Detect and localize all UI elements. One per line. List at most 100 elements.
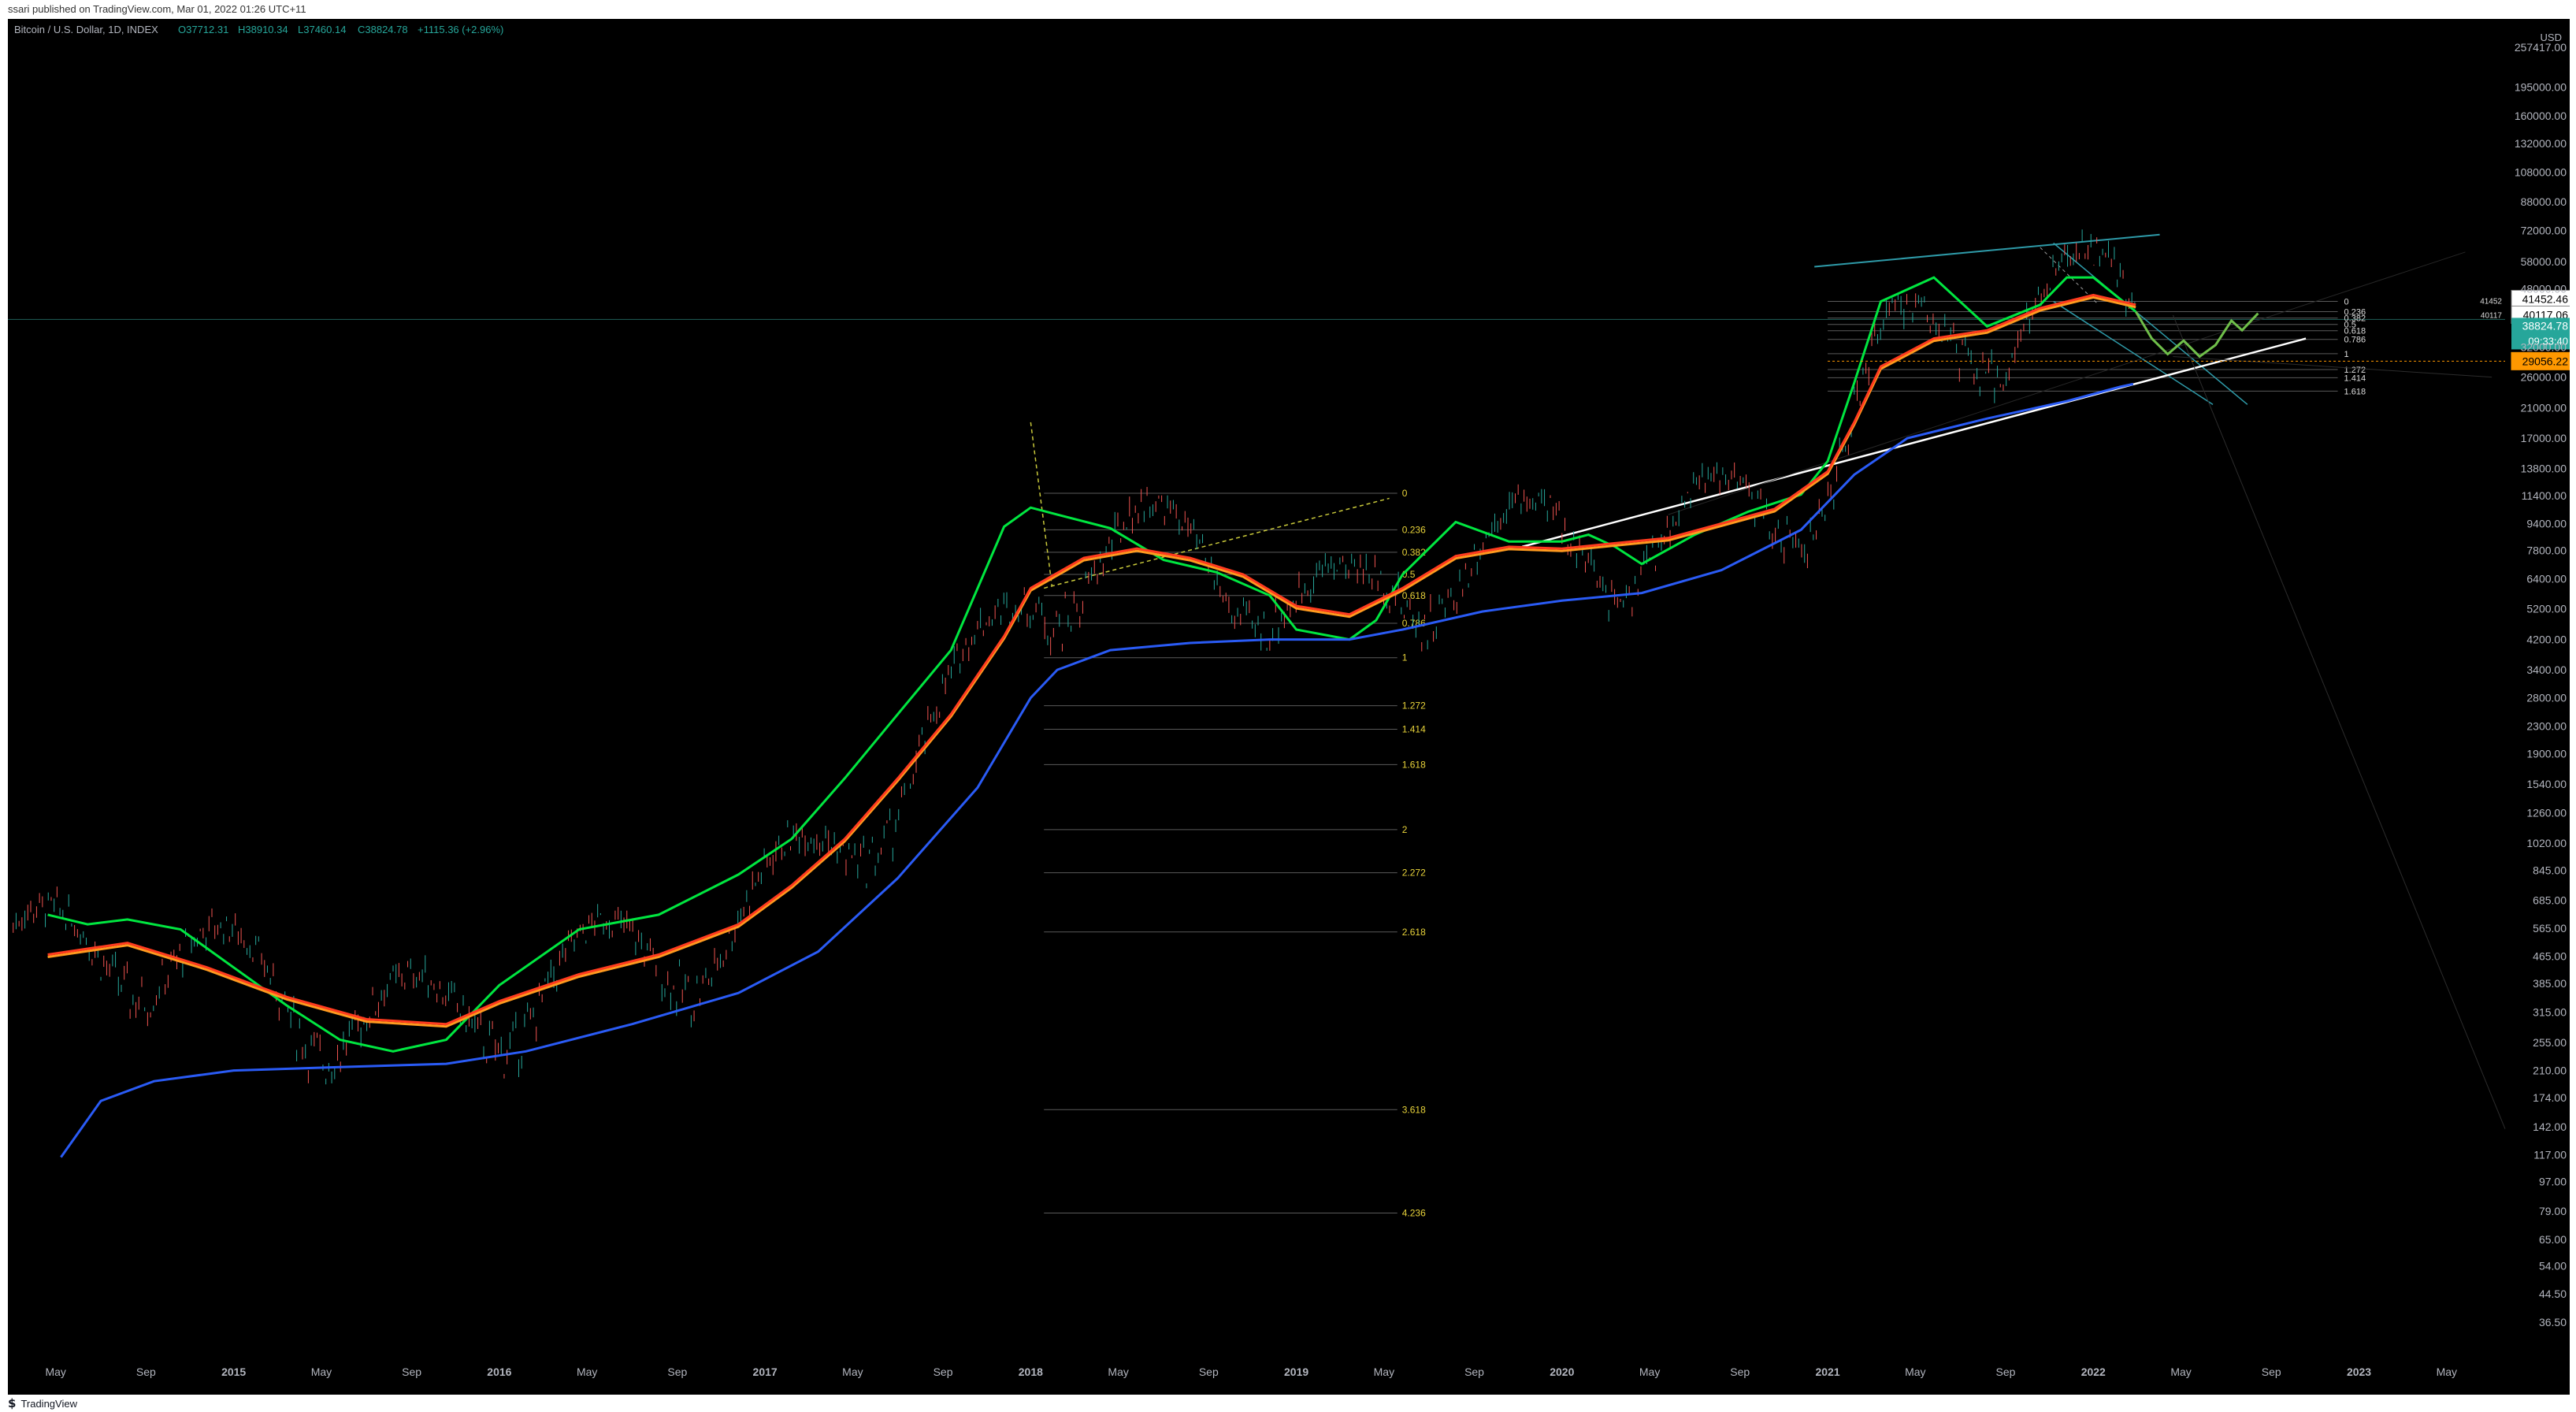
ma-line-0	[47, 276, 2137, 1053]
fib-level-label: 1.272	[1402, 700, 1426, 712]
y-tick-label: 3400.00	[2526, 663, 2567, 676]
fib-level-label: 3.618	[1402, 1104, 1426, 1115]
x-tick-label: 2015	[221, 1366, 246, 1378]
y-tick-label: 465.00	[2533, 949, 2567, 962]
channel-upper-line	[1814, 233, 2160, 268]
fib-level-label: 4.236	[1402, 1208, 1426, 1219]
fib-level-label: 1	[1402, 652, 1408, 663]
y-tick-label: 2300.00	[2526, 720, 2567, 733]
fib-level-label: 0.382	[1402, 547, 1426, 558]
x-tick-label: May	[45, 1366, 65, 1378]
x-tick-label: 2020	[1550, 1366, 1574, 1378]
x-tick-label: Sep	[1199, 1366, 1219, 1378]
legend-close: C38824.78	[358, 24, 408, 35]
y-tick-label: 255.00	[2533, 1036, 2567, 1049]
fib-level-label: 1.414	[1402, 724, 1426, 735]
y-tick-label: 65.00	[2539, 1233, 2567, 1246]
publish-header: ssari published on TradingView.com, Mar …	[0, 0, 2576, 19]
y-tick-label: 32000.00	[2521, 341, 2567, 354]
tradingview-logo[interactable]: $ TradingView	[8, 1396, 77, 1410]
level-price-badge-bg	[2511, 351, 2570, 370]
fib-level-label: 0.5	[2344, 321, 2356, 330]
price-box-top: 41452.46	[2522, 292, 2569, 305]
fib-retracements: 00.2360.3820.50.6180.78611.2721.4141.618…	[1044, 298, 2366, 1219]
axis-note: 40117	[2481, 311, 2503, 320]
axis-note: 41452	[2480, 297, 2502, 306]
faint-projection-line	[2172, 314, 2506, 1129]
fib-level-label: 0.236	[1402, 524, 1426, 535]
countdown-value: 09:33:40	[2528, 335, 2568, 347]
y-tick-label: 1020.00	[2526, 837, 2567, 849]
y-tick-label: 21000.00	[2521, 402, 2567, 414]
tradingview-logo-icon: $	[8, 1396, 17, 1410]
legend: Bitcoin / U.S. Dollar, 1D, INDEX O37712.3…	[14, 24, 503, 35]
legend-open: O37712.31	[178, 24, 228, 35]
fib-level-label: 1	[2344, 350, 2349, 359]
fib-level-label: 0.236	[2344, 307, 2366, 317]
y-tick-label: 2800.00	[2526, 692, 2567, 704]
level-price-badge: 29056.22	[2522, 355, 2569, 367]
y-tick-label: 44.50	[2539, 1288, 2567, 1300]
fib-level-label: 0.786	[2344, 336, 2366, 345]
x-tick-label: 2016	[487, 1366, 511, 1378]
price-badges: 41452.4640117.0638824.7809:33:4029056.22…	[1828, 289, 2570, 370]
measure-line	[2040, 247, 2099, 306]
fib-level-label: 0.618	[2344, 327, 2366, 336]
fib-level-label: 0.618	[1402, 590, 1426, 601]
y-tick-label: 195000.00	[2515, 81, 2567, 94]
x-tick-label: May	[311, 1366, 332, 1378]
y-tick-label: 88000.00	[2521, 195, 2567, 208]
y-tick-label: 565.00	[2533, 922, 2567, 935]
y-tick-label: 13800.00	[2521, 462, 2567, 474]
x-tick-label: Sep	[136, 1366, 156, 1378]
y-tick-label: 160000.00	[2515, 110, 2567, 122]
x-tick-label: Sep	[2262, 1366, 2281, 1378]
y-tick-label: 385.00	[2533, 977, 2567, 990]
x-tick-label: 2022	[2081, 1366, 2106, 1378]
fib-level-label: 0	[1402, 488, 1408, 499]
moving-averages	[47, 276, 2137, 1158]
x-tick-label: May	[2170, 1366, 2191, 1378]
x-tick-label: Sep	[667, 1366, 687, 1378]
y-tick-label: 174.00	[2533, 1091, 2567, 1104]
x-tick-label: Sep	[934, 1366, 953, 1378]
y-tick-label: 315.00	[2533, 1006, 2567, 1019]
ma-line-1	[47, 293, 2136, 1026]
faint-projection-line	[1668, 251, 2466, 515]
x-tick-label: May	[1374, 1366, 1394, 1378]
fib-level-label: 1.414	[2344, 373, 2366, 383]
y-tick-label: 7800.00	[2526, 544, 2567, 557]
legend-symbol: Bitcoin / U.S. Dollar, 1D, INDEX	[14, 24, 158, 35]
y-unit-label: USD	[2541, 32, 2562, 43]
y-tick-label: 54.00	[2539, 1260, 2567, 1273]
fib-level-label: 2.618	[1402, 927, 1426, 938]
y-tick-label: 142.00	[2533, 1120, 2567, 1133]
current-price-badge-bg	[2511, 318, 2570, 350]
x-tick-label: Sep	[1730, 1366, 1750, 1378]
drawings	[1030, 233, 2506, 1129]
chart-area[interactable]: 0 0.236 0.382 0.5 0.618 0.786 1 1.272 1.414 1.618…	[8, 19, 2570, 1395]
legend-change: +1115.36 (+2.96%)	[418, 24, 503, 35]
axes: 257417.00 195000.00 160000.00 1 32000.00 1080…	[45, 32, 2567, 1378]
y-tick-label: 11400.00	[2522, 489, 2567, 502]
channel-right-line	[2053, 242, 2248, 405]
y-tick-label: 36.50	[2539, 1316, 2567, 1328]
y-tick-label: 26000.00	[2521, 371, 2567, 384]
x-tick-label: 2018	[1019, 1366, 1043, 1378]
fib-anchor-line	[1030, 422, 1053, 586]
y-tick-label: 9400.00	[2526, 517, 2567, 530]
publish-info: ssari published on TradingView.com, Mar …	[8, 3, 306, 15]
x-tick-label: 2019	[1284, 1366, 1308, 1378]
y-tick-label: 108000.00	[2515, 166, 2567, 179]
y-tick-label: 6400.00	[2526, 573, 2567, 585]
fib-level-label: 1.618	[2344, 387, 2366, 396]
y-tick-label: 117.00	[2533, 1148, 2567, 1161]
y-tick-label: 1900.00	[2526, 747, 2567, 760]
y-tick-label: 1540.00	[2526, 778, 2567, 790]
y-tick-label: 257417.00	[2515, 41, 2567, 54]
fib-level-label: 0	[2344, 298, 2349, 307]
y-tick-label: 72000.00	[2521, 225, 2567, 237]
y-tick-label: 97.00	[2539, 1176, 2567, 1188]
y-tick-label: 17000.00	[2521, 432, 2567, 444]
x-tick-label: 2023	[2347, 1366, 2371, 1378]
